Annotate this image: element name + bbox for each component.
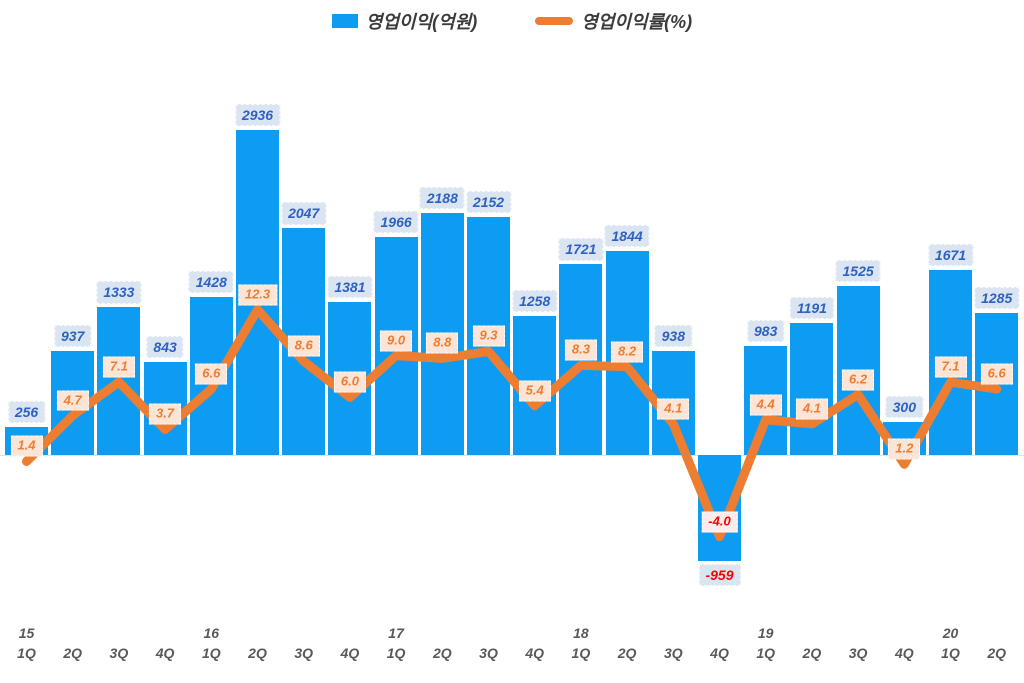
line-value-label: 6.6 bbox=[980, 363, 1013, 385]
x-axis-year-label: 17 bbox=[388, 625, 404, 641]
line-value-label: 8.2 bbox=[611, 341, 644, 363]
legend-item-operating-margin: 영업이익률(%) bbox=[535, 8, 692, 34]
x-axis-quarter-label: 4Q bbox=[710, 645, 729, 661]
x-axis-quarter-label: 4Q bbox=[894, 645, 914, 661]
line-value-label: 8.3 bbox=[564, 339, 597, 361]
x-axis-year-label: 19 bbox=[757, 625, 774, 641]
x-axis-year-label: 16 bbox=[203, 625, 220, 641]
line-value-label: -4.0 bbox=[701, 511, 738, 533]
line-value-label: 3.7 bbox=[149, 403, 182, 425]
x-axis-quarter-label: 3Q bbox=[663, 645, 683, 661]
line-value-label: 6.6 bbox=[195, 363, 228, 385]
line-value-label: 4.4 bbox=[749, 394, 782, 416]
line-value-label: 5.4 bbox=[518, 380, 551, 402]
line-value-label: 9.3 bbox=[472, 325, 505, 347]
legend-line-label: 영업이익률(%) bbox=[581, 12, 693, 32]
x-axis-quarter-label: 2Q bbox=[802, 645, 822, 661]
bar-value-label: 1966 bbox=[373, 211, 419, 234]
x-axis-year-label: 15 bbox=[18, 625, 35, 641]
x-axis-quarter-label: 1Q bbox=[386, 645, 406, 661]
x-axis-quarter-label: 1Q bbox=[571, 645, 591, 661]
line-value-label: 1.2 bbox=[888, 438, 921, 460]
bar-value-label: 938 bbox=[654, 325, 692, 348]
x-axis-quarter-label: 4Q bbox=[525, 645, 545, 661]
bar-value-label: 843 bbox=[146, 335, 184, 358]
legend-item-operating-profit: 영업이익(억원) bbox=[331, 8, 478, 34]
bar-value-label: 1333 bbox=[96, 281, 142, 304]
line-value-label: 6.0 bbox=[333, 371, 366, 393]
bar-value-label: 983 bbox=[747, 320, 785, 343]
bar-value-label: 300 bbox=[885, 395, 923, 418]
line-value-label: 1.4 bbox=[10, 436, 43, 457]
x-axis-quarter-label: 4Q bbox=[155, 645, 175, 661]
x-axis-quarter-label: 4Q bbox=[340, 645, 360, 661]
x-axis-quarter-label: 2Q bbox=[248, 645, 267, 661]
x-axis-quarter-label: 1Q bbox=[201, 645, 221, 661]
x-axis-year-label: 20 bbox=[942, 625, 959, 641]
bar-value-label: 256 bbox=[7, 400, 46, 423]
line-series-swatch-icon bbox=[535, 17, 574, 25]
line-value-label: 6.2 bbox=[842, 369, 875, 391]
line-value-label: 7.1 bbox=[934, 356, 967, 378]
bar-value-label: 1381 bbox=[327, 276, 373, 299]
legend-bar-label: 영업이익(억원) bbox=[365, 12, 478, 32]
x-axis-quarter-label: 3Q bbox=[294, 645, 314, 661]
x-axis-quarter-label: 1Q bbox=[17, 645, 36, 661]
bar-value-label: 1844 bbox=[604, 224, 650, 247]
line-value-label: 9.0 bbox=[380, 330, 413, 352]
legend: 영업이익(억원) 영업이익률(%) bbox=[0, 8, 1024, 34]
line-value-label: 8.8 bbox=[426, 332, 459, 354]
x-axis-quarter-label: 2Q bbox=[432, 645, 452, 661]
bar-value-label: 1525 bbox=[835, 260, 881, 283]
bar-value-label: 1721 bbox=[558, 238, 604, 261]
bar-19-2Q bbox=[790, 323, 834, 455]
bar-value-label: 1428 bbox=[188, 270, 234, 293]
bar-value-label: 2152 bbox=[465, 190, 512, 213]
line-value-label: 4.7 bbox=[56, 390, 89, 411]
line-value-label: 4.1 bbox=[795, 398, 828, 420]
x-axis-quarter-label: 1Q bbox=[941, 645, 960, 661]
bar-value-label: 937 bbox=[54, 325, 92, 348]
x-axis-quarter-label: 1Q bbox=[756, 645, 776, 661]
x-axis-quarter-label: 3Q bbox=[479, 645, 498, 661]
bar-value-label: 1191 bbox=[789, 297, 834, 320]
x-axis-quarter-label: 3Q bbox=[109, 645, 129, 661]
bar-value-label: 2188 bbox=[419, 186, 465, 209]
x-axis-quarter-label: 2Q bbox=[63, 645, 83, 661]
bar-value-label: 1285 bbox=[974, 286, 1020, 309]
bar-value-label: -959 bbox=[698, 564, 741, 587]
line-value-label: 4.1 bbox=[657, 398, 690, 420]
x-axis-quarter-label: 2Q bbox=[987, 645, 1007, 661]
x-axis-quarter-label: 3Q bbox=[848, 645, 868, 661]
x-axis-line bbox=[0, 455, 1024, 456]
margin-line bbox=[22, 305, 1002, 542]
x-axis-year-label: 18 bbox=[573, 625, 589, 641]
bar-value-label: 2936 bbox=[234, 103, 281, 127]
x-axis-quarter-label: 2Q bbox=[617, 645, 637, 661]
line-value-label: 8.6 bbox=[287, 335, 320, 357]
bar-value-label: 1671 bbox=[927, 243, 974, 267]
line-value-label: 7.1 bbox=[102, 356, 135, 378]
bar-value-label: 2047 bbox=[281, 202, 327, 225]
line-value-label: 12.3 bbox=[237, 284, 278, 306]
bar-value-label: 1258 bbox=[512, 289, 558, 312]
bar-series-swatch-icon bbox=[331, 14, 358, 28]
